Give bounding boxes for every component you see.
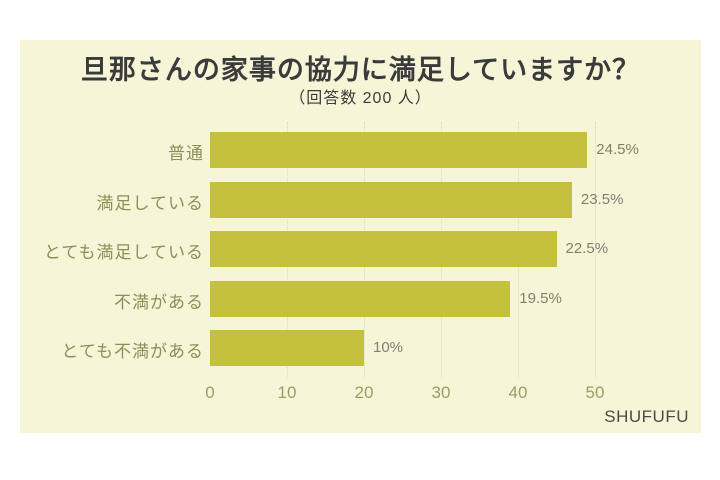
- value-label-3: 19.5%: [519, 289, 562, 307]
- x-tick-10: 10: [277, 383, 297, 402]
- category-label-2: とても満足している: [43, 243, 204, 262]
- bar-2: [210, 231, 557, 267]
- value-label-1: 23.5%: [580, 190, 624, 208]
- bar-chart-plot: 普通 24.5% 満足している 23.5% とても満足している 22.5% 不満がある 19.…: [20, 40, 701, 433]
- x-tick-0: 0: [205, 383, 215, 402]
- category-label-0: 普通: [168, 144, 204, 163]
- brand-label: SHUFUFU: [604, 407, 689, 426]
- chart-panel: 旦那さんの家事の協力に満足していますか？ （回答数 200 人） 普通 24.5%…: [20, 40, 701, 433]
- value-label-2: 22.5%: [565, 240, 609, 257]
- x-tick-50: 50: [585, 383, 605, 402]
- category-label-4: とても不満がある: [61, 342, 204, 361]
- x-tick-20: 20: [354, 383, 374, 402]
- x-tick-40: 40: [508, 383, 528, 402]
- bar-3: [210, 280, 511, 317]
- value-label-4: 10%: [373, 339, 404, 356]
- chart-subtitle: （回答数 200 人）: [289, 90, 432, 107]
- category-label-3: 不満がある: [114, 292, 204, 312]
- bar-1: [210, 181, 572, 218]
- value-label-0: 24.5%: [596, 141, 639, 158]
- category-label-1: 満足している: [96, 193, 204, 213]
- bar-4: [210, 330, 364, 366]
- x-tick-30: 30: [431, 383, 451, 402]
- chart-title: 旦那さんの家事の協力に満足していますか？: [80, 55, 641, 85]
- bar-0: [210, 132, 588, 168]
- gridline-50: [595, 122, 596, 378]
